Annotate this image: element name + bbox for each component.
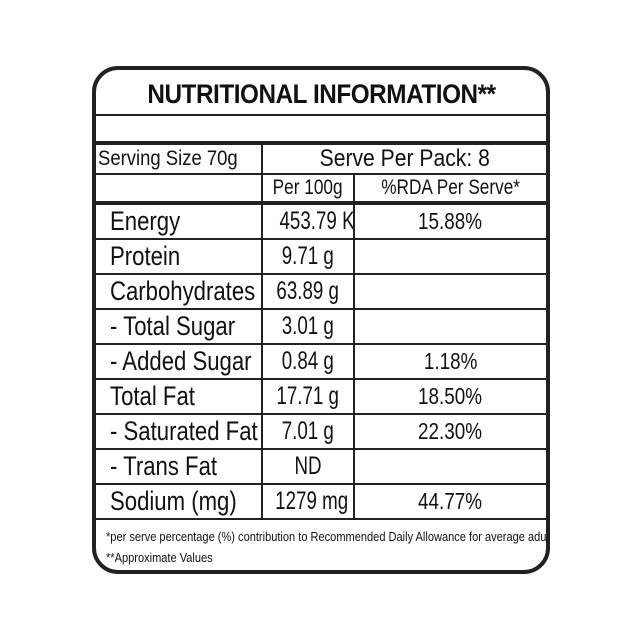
rda-value (353, 238, 546, 275)
table-row: Total Fat 17.71 g 18.50% (96, 378, 546, 415)
nutrition-label: NUTRITIONAL INFORMATION** Serving Size 7… (92, 66, 550, 574)
serving-row: Serving Size 70g Serve Per Pack: 8 (96, 143, 546, 175)
rda-value (353, 308, 546, 345)
nutrient-name: - Total Sugar (96, 308, 263, 345)
nutrient-name: Energy (96, 203, 263, 240)
label-title: NUTRITIONAL INFORMATION** (96, 70, 546, 116)
rda-value: 18.50% (353, 378, 546, 415)
per100-value: 7.01 g (261, 413, 355, 450)
footnote-approx: **Approximate Values (106, 550, 213, 565)
per100-value: 0.84 g (261, 343, 355, 380)
table-row: - Total Sugar 3.01 g (96, 308, 546, 345)
rda-value: 44.77% (353, 483, 546, 520)
title-text: NUTRITIONAL INFORMATION** (146, 79, 496, 109)
header-per100: Per 100g (261, 173, 355, 203)
table-row: - Saturated Fat 7.01 g 22.30% (96, 413, 546, 450)
table-row: Protein 9.71 g (96, 238, 546, 275)
per100-value: ND (261, 448, 355, 485)
nutrient-name: Protein (96, 238, 263, 275)
per100-value: 63.89 g (261, 273, 355, 310)
footnotes: *per serve percentage (%) contribution t… (96, 520, 546, 568)
nutrition-table: Serving Size 70g Serve Per Pack: 8 Per 1… (96, 143, 546, 203)
rda-value: 15.88% (353, 203, 546, 240)
rda-value: 22.30% (353, 413, 546, 450)
table-row: Carbohydrates 63.89 g (96, 273, 546, 310)
rda-value: 1.18% (353, 343, 546, 380)
per100-value: 9.71 g (261, 238, 355, 275)
header-row: Per 100g %RDA Per Serve* (96, 173, 546, 203)
table-row: - Added Sugar 0.84 g 1.18% (96, 343, 546, 380)
table-row: Energy 453.79 Kcal 15.88% (96, 203, 546, 240)
nutrient-name: - Added Sugar (96, 343, 263, 380)
nutrient-name: - Saturated Fat (96, 413, 263, 450)
nutrient-name: Total Fat (96, 378, 263, 415)
serving-size: Serving Size 70g (96, 143, 263, 175)
nutrient-name: Sodium (mg) (96, 483, 263, 520)
nutrient-rows: Energy 453.79 Kcal 15.88%Protein 9.71 g … (96, 203, 546, 520)
rda-value (353, 448, 546, 485)
footnote-rda: *per serve percentage (%) contribution t… (106, 529, 550, 544)
nutrient-name: - Trans Fat (96, 448, 263, 485)
per100-value: 1279 mg (261, 483, 355, 520)
per100-value: 17.71 g (261, 378, 355, 415)
table-row: Sodium (mg) 1279 mg 44.77% (96, 483, 546, 520)
per100-value: 453.79 Kcal (261, 203, 355, 240)
table-row: - Trans Fat ND (96, 448, 546, 485)
empty-row (96, 116, 546, 143)
header-blank (96, 173, 263, 203)
nutrient-name: Carbohydrates (96, 273, 263, 310)
header-rda: %RDA Per Serve* (353, 173, 546, 203)
per100-value: 3.01 g (261, 308, 355, 345)
serve-per-pack: Serve Per Pack: 8 (261, 143, 546, 175)
rda-value (353, 273, 546, 310)
